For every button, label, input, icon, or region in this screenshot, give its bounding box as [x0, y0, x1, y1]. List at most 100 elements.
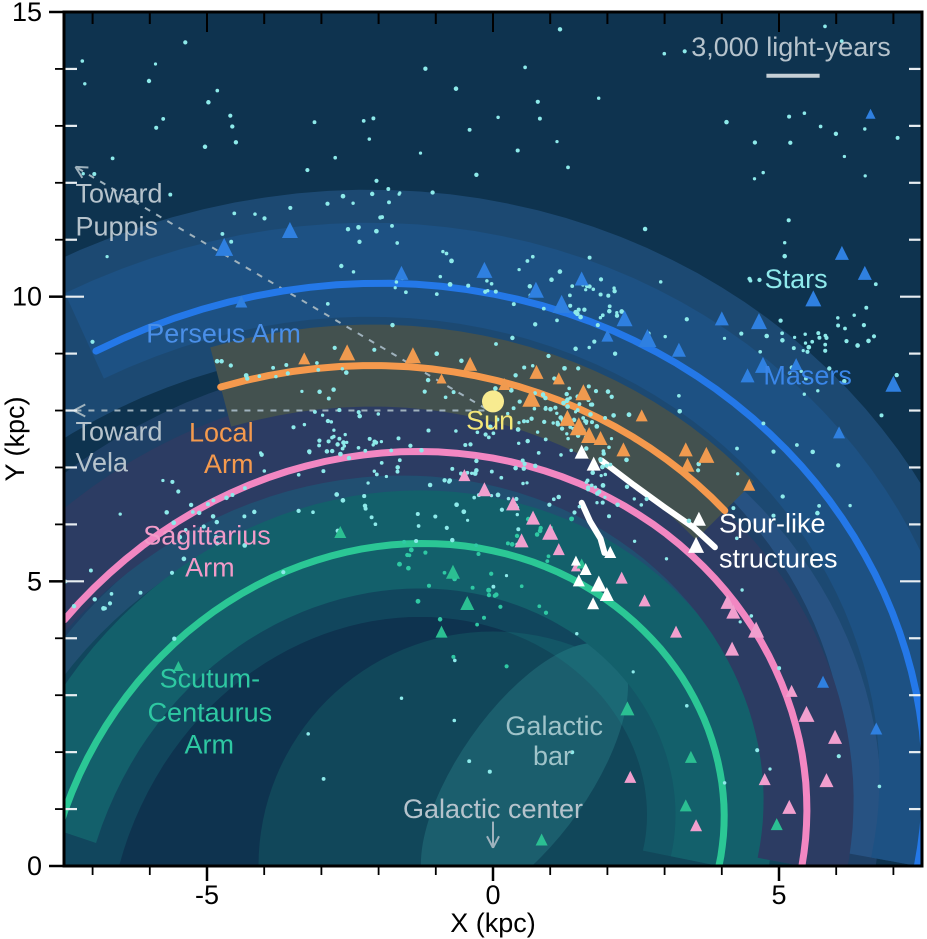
maser-triangle-green: [460, 596, 475, 611]
star-dot: [340, 193, 346, 199]
star-dot: [818, 124, 823, 129]
star-dot: [105, 254, 109, 259]
maser-triangle-orange: [298, 352, 311, 365]
star-dot: [593, 389, 599, 394]
star-dot: [110, 156, 115, 161]
star-dot: [529, 416, 534, 421]
sun-marker: [482, 390, 504, 413]
star-dot: [778, 318, 783, 323]
star-dot: [567, 386, 572, 391]
star-dot: [740, 588, 744, 592]
star-dot: [810, 339, 815, 344]
star-dot: [399, 696, 404, 701]
star-dot: [536, 451, 541, 455]
star-dot: [764, 333, 769, 339]
star-dot: [525, 481, 529, 485]
label-galactic: Galactic: [505, 711, 603, 741]
star-dot: [423, 66, 428, 71]
maser-triangle-blue: [885, 375, 902, 392]
star-dot: [337, 436, 342, 441]
star-dot: [214, 519, 220, 525]
star-dot: [374, 228, 379, 234]
star-dot: [522, 365, 527, 370]
star-dot: [441, 249, 445, 254]
star-dot: [508, 388, 514, 393]
star-dot: [454, 429, 458, 433]
star-dot: [493, 386, 498, 391]
star-dot: [491, 584, 496, 589]
maser-triangle-blue: [714, 311, 729, 326]
star-dot: [408, 443, 413, 448]
label-local: Local: [189, 418, 254, 448]
y-tick-label: 0: [27, 851, 42, 881]
star-dot: [523, 65, 527, 70]
star-dot: [214, 358, 220, 364]
star-dot: [894, 372, 899, 378]
star-dot: [662, 51, 667, 56]
maser-triangle-blue: [601, 329, 614, 342]
maser-triangle-pink: [720, 594, 735, 609]
star-dot: [787, 371, 792, 375]
star-dot: [848, 503, 852, 508]
maser-triangle-white: [572, 574, 585, 587]
star-dot: [801, 348, 805, 353]
maser-triangle-pink: [785, 684, 798, 697]
star-dot: [489, 281, 494, 286]
star-dot: [489, 469, 494, 474]
star-dot: [607, 445, 611, 450]
star-dot: [864, 305, 869, 310]
star-dot: [494, 342, 498, 346]
star-dot: [551, 497, 556, 502]
star-dot: [356, 445, 361, 450]
star-dot: [414, 538, 419, 544]
star-dot: [568, 396, 572, 400]
star-dot: [631, 670, 635, 674]
star-dot: [405, 552, 410, 558]
star-dot: [372, 439, 377, 444]
star-dot: [584, 446, 589, 451]
star-dot: [827, 366, 832, 371]
star-dot: [486, 592, 492, 598]
star-dot: [90, 339, 95, 344]
star-dot: [533, 322, 538, 327]
star-dot: [379, 461, 384, 465]
star-dot: [663, 334, 667, 339]
star-dot: [408, 547, 414, 553]
star-dot: [230, 124, 235, 129]
star-dot: [219, 359, 224, 364]
star-dot: [205, 502, 210, 507]
star-dot: [803, 376, 808, 381]
star-dot: [296, 508, 301, 514]
star-dot: [833, 131, 839, 136]
star-dot: [312, 120, 317, 125]
star-dot: [181, 556, 187, 562]
star-dot: [504, 664, 509, 669]
star-dot: [574, 311, 580, 317]
maser-triangle-pink: [458, 469, 471, 482]
star-dot: [188, 502, 194, 508]
maser-triangle-white: [599, 586, 614, 601]
star-dot: [334, 492, 340, 497]
star-dot: [533, 391, 537, 396]
galactic-center-arrow: [486, 821, 500, 849]
star-dot: [548, 406, 553, 412]
star-dot: [780, 331, 784, 336]
star-dot: [517, 267, 521, 272]
star-dot: [802, 111, 807, 115]
star-dot: [615, 502, 620, 507]
star-dot: [549, 277, 554, 283]
star-dot: [664, 557, 669, 561]
maser-triangle-white: [574, 444, 589, 459]
star-dot: [324, 449, 330, 454]
star-dot: [684, 703, 689, 708]
star-dot: [426, 428, 431, 433]
star-dot: [569, 448, 573, 453]
star-dot: [325, 418, 331, 424]
star-dot: [415, 598, 421, 604]
star-dot: [505, 411, 510, 416]
star-dot: [426, 583, 432, 588]
star-dot: [242, 486, 247, 491]
maser-triangle-orange: [678, 442, 693, 457]
star-dot: [154, 125, 159, 130]
star-dot: [588, 412, 593, 417]
